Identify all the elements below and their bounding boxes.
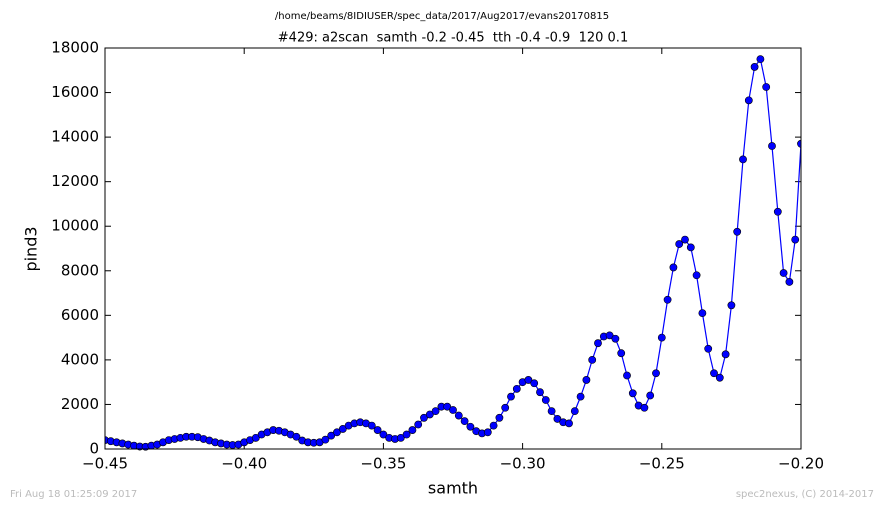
y-tick-label: 6000 xyxy=(61,306,99,324)
data-point xyxy=(779,269,788,277)
data-point xyxy=(414,420,423,429)
data-point xyxy=(367,421,376,430)
data-point xyxy=(710,369,718,378)
data-point xyxy=(530,379,539,388)
data-point xyxy=(507,392,515,401)
data-point xyxy=(553,415,562,423)
data-point xyxy=(750,63,759,71)
data-point xyxy=(715,373,724,382)
footer-right: spec2nexus, (C) 2014-2017 xyxy=(736,489,874,500)
data-point xyxy=(640,403,649,412)
data-point xyxy=(797,139,801,148)
data-point xyxy=(460,417,469,426)
data-point xyxy=(379,430,388,439)
x-tick-label: −0.25 xyxy=(639,455,685,473)
data-point xyxy=(704,344,713,353)
x-tick-label: −0.20 xyxy=(778,455,824,473)
plot-frame xyxy=(104,47,802,450)
y-tick-label: 0 xyxy=(89,440,99,458)
data-point xyxy=(628,389,637,398)
data-point xyxy=(443,402,452,411)
data-point xyxy=(768,142,776,150)
data-point xyxy=(657,333,666,342)
data-point xyxy=(489,421,498,430)
x-tick-label: −0.40 xyxy=(221,455,267,473)
data-point xyxy=(466,422,475,431)
data-point xyxy=(652,369,660,378)
data-point xyxy=(686,243,695,252)
data-point xyxy=(605,331,614,340)
y-tick-label: 4000 xyxy=(61,350,99,368)
data-point xyxy=(756,55,765,64)
data-point xyxy=(547,407,556,416)
data-point xyxy=(420,413,428,422)
suptitle: /home/beams/8IDIUSER/spec_data/2017/Aug2… xyxy=(275,11,609,22)
data-point xyxy=(321,435,330,444)
data-point xyxy=(785,278,794,286)
data-point xyxy=(576,392,585,401)
y-tick-label: 2000 xyxy=(61,395,99,413)
data-point xyxy=(773,207,782,216)
data-point xyxy=(449,406,457,414)
data-point xyxy=(431,407,440,416)
data-point xyxy=(541,396,550,404)
data-point xyxy=(327,431,336,440)
footer-left: Fri Aug 18 01:25:09 2017 xyxy=(10,489,137,500)
x-axis-label: samth xyxy=(428,479,478,498)
data-point xyxy=(338,425,347,433)
series xyxy=(105,55,801,451)
data-point xyxy=(727,301,736,310)
data-point xyxy=(733,227,742,236)
y-tick-label: 14000 xyxy=(51,128,99,146)
y-tick-label: 12000 xyxy=(51,172,99,190)
data-point xyxy=(501,403,510,412)
data-point xyxy=(483,428,492,437)
data-point xyxy=(675,240,684,248)
y-axis-label: pind3 xyxy=(22,226,41,271)
data-point xyxy=(408,426,417,434)
data-point xyxy=(536,388,544,397)
data-point xyxy=(582,376,591,384)
data-point xyxy=(454,411,463,420)
data-point xyxy=(588,355,597,364)
data-point xyxy=(594,339,602,348)
data-point xyxy=(425,410,434,419)
data-point xyxy=(333,428,341,437)
data-point xyxy=(617,349,626,358)
data-point xyxy=(251,433,260,442)
data-point xyxy=(646,391,655,400)
data-point xyxy=(373,426,382,434)
data-point xyxy=(495,413,504,422)
data-point xyxy=(402,430,411,439)
data-point xyxy=(698,309,707,318)
data-point xyxy=(762,83,771,91)
data-point xyxy=(669,263,678,272)
data-point xyxy=(681,235,689,244)
data-point xyxy=(721,350,730,359)
y-tick-label: 16000 xyxy=(51,83,99,101)
data-point xyxy=(663,295,672,304)
x-tick-label: −0.30 xyxy=(500,455,546,473)
data-point xyxy=(292,432,301,441)
data-point xyxy=(692,271,701,280)
data-point xyxy=(512,384,521,393)
y-tick-label: 10000 xyxy=(51,217,99,235)
data-point xyxy=(396,433,405,442)
x-tick-label: −0.45 xyxy=(82,455,128,473)
data-point xyxy=(791,235,800,244)
data-point xyxy=(739,155,747,164)
data-point xyxy=(524,376,533,384)
y-tick-label: 18000 xyxy=(51,39,99,57)
chart-title: #429: a2scan samth -0.2 -0.45 tth -0.4 -… xyxy=(278,31,628,46)
data-point xyxy=(623,371,631,380)
data-point xyxy=(744,96,753,105)
data-point xyxy=(565,419,573,428)
data-point xyxy=(570,407,579,416)
x-tick-label: −0.35 xyxy=(360,455,406,473)
y-tick-label: 8000 xyxy=(61,261,99,279)
data-point xyxy=(611,334,620,343)
